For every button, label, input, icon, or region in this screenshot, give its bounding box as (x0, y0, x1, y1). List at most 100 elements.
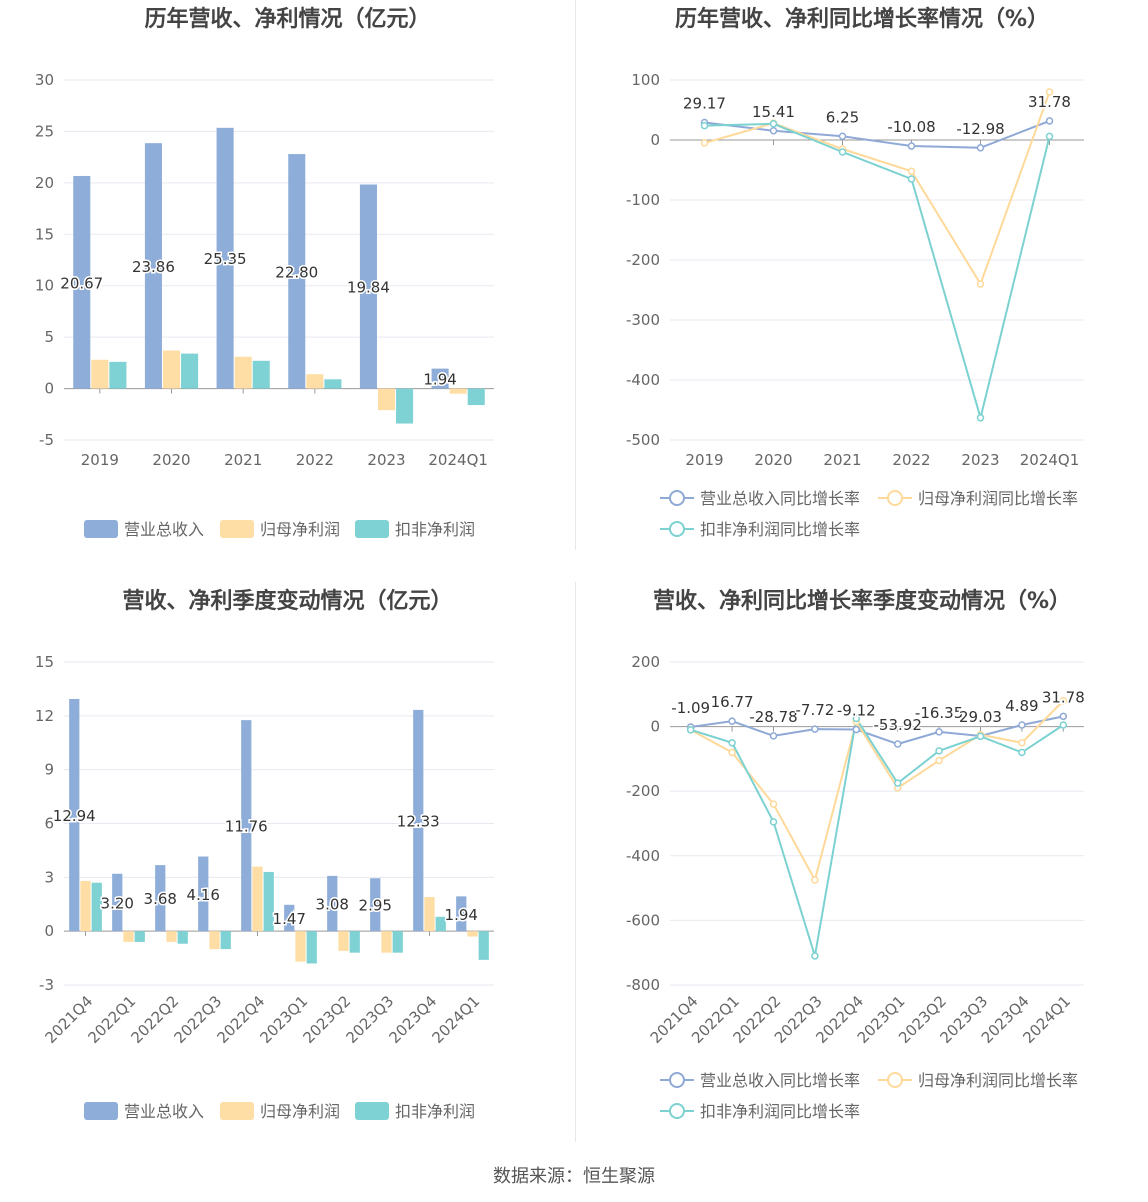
series-line-2 (690, 715, 1064, 957)
y-tick-label: 15 (35, 653, 54, 671)
bar-revenue (288, 154, 306, 389)
data-label: 25.35 (204, 250, 247, 268)
series-point-1 (811, 876, 819, 884)
data-label: 4.89 (1005, 697, 1038, 715)
quarterly-revenue-profit-chart: 营收、净利季度变动情况（亿元） 15 12 9 6 3 0 -3 2021Q4 2022Q1 202… (0, 582, 575, 1142)
legend-swatch-marker (669, 1072, 685, 1088)
bar-revenue (370, 878, 381, 932)
series-point-1 (769, 800, 778, 808)
series-point-2 (1045, 132, 1054, 141)
series-point-2 (811, 952, 819, 960)
legend-swatch (84, 1102, 118, 1120)
data-label: -16.35 (915, 704, 963, 722)
bar-deducted-profit (435, 916, 446, 932)
bar-deducted-profit (478, 931, 489, 960)
bar-net-profit (91, 359, 109, 389)
bar-revenue (198, 856, 209, 932)
y-tick-label: 3 (44, 868, 54, 886)
series-point-0 (769, 732, 778, 740)
y-tick-label: -200 (626, 251, 660, 269)
bar-revenue (155, 865, 166, 932)
legend-swatch (220, 1102, 254, 1120)
data-label: 3.68 (144, 890, 177, 908)
data-label: -7.72 (795, 701, 834, 719)
data-label: -10.08 (887, 118, 935, 136)
quarterly-growth-rate-chart: 营收、净利同比增长率季度变动情况（%） 200 0 -200 -400 -600 -800 2… (576, 582, 1148, 1142)
y-tick-label: -500 (626, 431, 660, 449)
bar-deducted-profit (392, 931, 403, 953)
bar-deducted-profit (220, 931, 231, 950)
bar-revenue (327, 875, 338, 932)
chart-svg: 历年营收、净利同比增长率情况（%） 100 0 -100 -200 -300 -400 -50… (626, 6, 1084, 539)
y-tick-label: 0 (650, 718, 660, 736)
chart-title: 历年营收、净利同比增长率情况（%） (675, 6, 1049, 32)
bar-net-profit (123, 931, 134, 942)
series-point-2 (769, 120, 778, 128)
data-label: 31.78 (1028, 93, 1071, 111)
bar-revenue (359, 184, 377, 389)
bar-net-profit (424, 897, 435, 932)
legend-label: 营业总收入 (124, 1102, 204, 1121)
bar-net-profit (234, 356, 252, 389)
y-tick-label: 15 (35, 225, 54, 243)
chart-svg: 营收、净利同比增长率季度变动情况（%） 200 0 -200 -400 -600 -800 2… (626, 588, 1086, 1121)
bar-deducted-profit (467, 388, 485, 406)
bar-revenue (284, 904, 295, 932)
y-tick-label: 0 (44, 380, 54, 398)
legend-label: 扣非净利润 (395, 1102, 475, 1121)
bar-deducted-profit (109, 361, 127, 389)
data-label: -1.09 (671, 699, 710, 717)
data-label: -12.98 (956, 120, 1004, 138)
bar-revenue (144, 143, 162, 389)
series-point-2 (852, 714, 861, 723)
series-point-2 (769, 818, 778, 826)
y-tick-label: 25 (35, 122, 54, 140)
annual-revenue-profit-chart: 历年营收、净利情况（亿元） 30 25 20 15 10 5 0 -5 2019 2020 2021 2… (0, 0, 575, 560)
bar-net-profit (306, 374, 324, 389)
series-point-2 (838, 148, 847, 156)
panel-divider-top (575, 0, 576, 550)
bar-deducted-profit (396, 388, 414, 424)
y-tick-label: 9 (44, 761, 54, 779)
series-point-2 (976, 732, 985, 741)
series-point-0 (728, 717, 736, 725)
bar-net-profit (295, 931, 306, 962)
data-label: 22.80 (275, 263, 318, 281)
bar-net-profit (166, 931, 177, 942)
bar-net-profit (80, 880, 91, 932)
data-label: 2.95 (359, 897, 392, 915)
y-tick-label: -600 (626, 911, 660, 929)
legend-label: 归母净利润 (260, 520, 340, 539)
series-point-2 (907, 175, 916, 183)
x-tick-label: 2019 (81, 451, 119, 469)
bar-net-profit (381, 931, 392, 953)
y-tick-label: 12 (35, 707, 54, 725)
legend-label: 扣非净利润 (395, 520, 475, 539)
y-tick-label: 100 (631, 71, 660, 89)
series-point-2 (935, 747, 943, 755)
series-point-2 (1059, 721, 1068, 729)
legend-label: 扣非净利润同比增长率 (700, 520, 860, 539)
bar-net-profit (338, 931, 349, 951)
y-tick-label: -200 (626, 782, 660, 800)
series-point-0 (907, 142, 916, 150)
y-tick-label: -800 (626, 976, 660, 994)
y-tick-label: -300 (626, 311, 660, 329)
legend-swatch (355, 520, 389, 538)
legend-swatch-marker (669, 1103, 685, 1119)
series-line-0 (690, 715, 1064, 746)
data-label: -28.78 (749, 708, 797, 726)
x-tick-label: 2021 (823, 451, 861, 469)
chart-title: 历年营收、净利情况（亿元） (144, 6, 430, 32)
panel-divider-bottom (575, 582, 576, 1142)
series-line-2 (704, 122, 1051, 422)
bar-deducted-profit (177, 931, 188, 944)
legend-label: 营业总收入 (124, 520, 204, 539)
legend-swatch-marker (669, 490, 685, 506)
x-tick-label: 2023 (961, 451, 999, 469)
series-point-0 (769, 127, 778, 135)
bar-deducted-profit (252, 360, 270, 389)
bar-net-profit (209, 931, 220, 950)
y-tick-label: -400 (626, 847, 660, 865)
x-tick-label: 2024Q1 (428, 451, 488, 469)
